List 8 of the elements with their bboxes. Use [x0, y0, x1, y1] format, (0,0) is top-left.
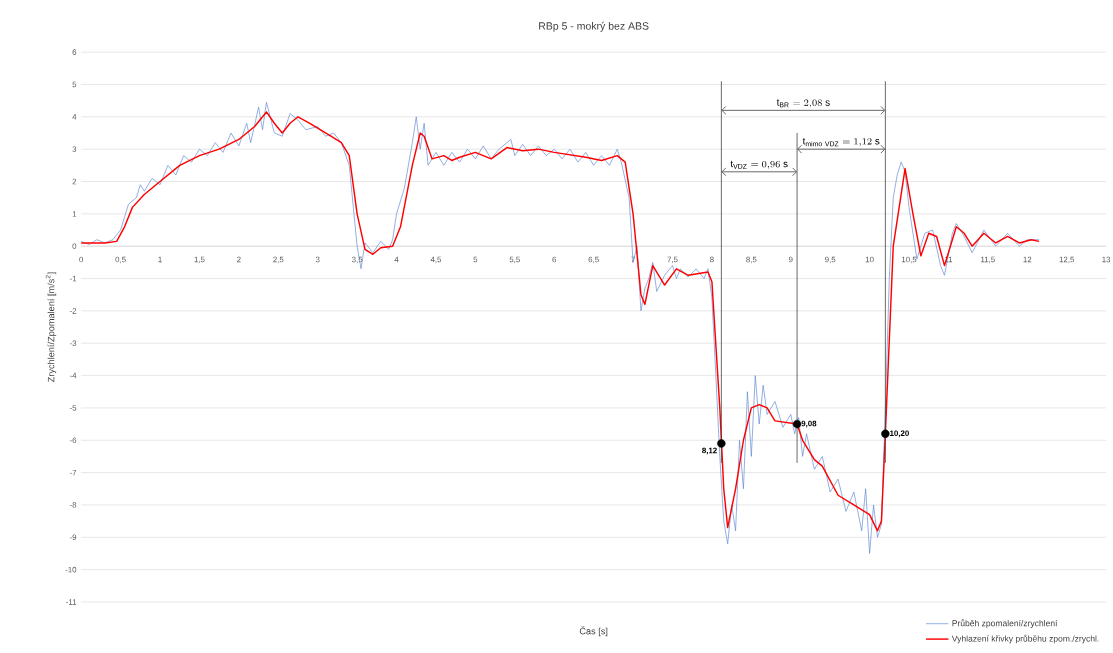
x-axis-title: Čas [s]	[579, 626, 608, 637]
legend-label: Průběh zpomalení/zrychlení	[952, 619, 1058, 628]
annotation: $\mathrm{t}_{\mathrm{BR}} = 2{,}08\ \mathrm{s}$	[776, 99, 830, 108]
annotation: $\mathrm{t}_{\mathrm{mimo\ VDZ}} = 1{,}12\ \mathrm{s}$	[802, 137, 880, 147]
legend-label: Vyhlazení křivky průběhu zpom./zrychl.	[951, 634, 1099, 644]
chart-title: RBp 5 - mokrý bez ABS	[539, 21, 649, 32]
annotation: $\mathrm{t}_{\mathrm{VDZ}} = 0{,}96\ \mathrm{s}$	[730, 160, 788, 169]
y-axis-title: Zrychlení/Zpomalení [m/s$^{2}$]	[45, 272, 57, 382]
